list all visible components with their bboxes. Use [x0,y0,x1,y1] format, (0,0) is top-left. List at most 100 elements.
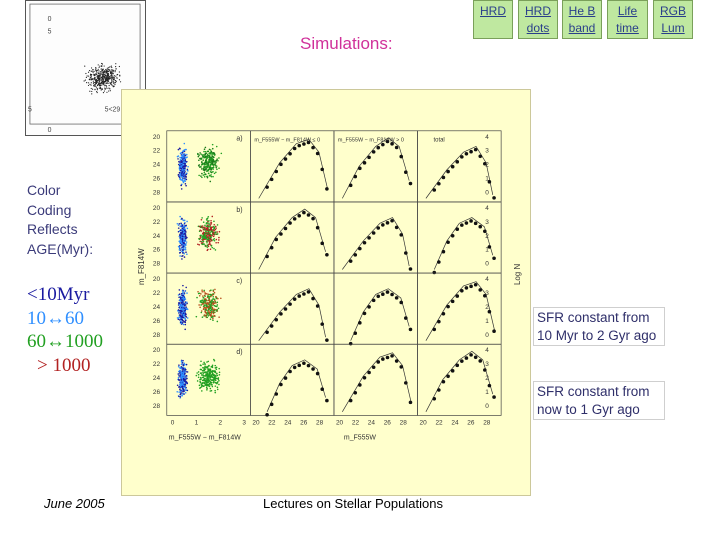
cmd-star-dot [178,289,181,291]
cmd-star-dot [201,291,204,293]
cmd-star-dot [206,244,209,246]
cmd-star-dot [204,162,206,164]
cmd-star-dot [197,376,200,379]
cmd-star-dot [209,377,211,379]
nav-he-b-band[interactable]: He B band [562,0,602,39]
cmd-star-dot [210,238,212,240]
cmd-star-dot [183,231,185,233]
cmd-star-dot [185,371,187,373]
right-axis-label: Log N [513,264,522,285]
thumb-star-dot [98,78,100,81]
page-title: Simulations: [300,34,393,53]
cmd-star-dot [178,176,181,179]
lf-data-point [441,312,446,316]
cmd-star-dot [218,373,221,376]
thumb-star-dot [103,76,105,78]
cmd-star-dot [200,310,203,312]
cmd-star-dot [204,300,206,302]
cmd-star-dot [203,382,206,384]
cmd-star-dot [200,376,202,379]
thumb-star-dot [93,85,95,87]
nav-life-time[interactable]: Life time [607,0,648,39]
cmd-star-dot [181,362,184,364]
cmd-star-dot [206,163,208,166]
cmd-star-dot [213,359,216,362]
cmd-star-dot [180,376,182,379]
thumb-star-dot [94,76,96,79]
right-y-tick-label: 0 [485,332,489,339]
cmd-star-dot [208,368,211,370]
thumb-star-dot [109,72,112,74]
cmd-star-dot [207,295,209,297]
lf-data-point [320,241,325,246]
thumb-star-dot [91,78,93,81]
cmd-star-dot [184,368,187,371]
cmd-star-dot [183,363,186,366]
thumb-star-dot [105,77,108,80]
lf-data-point [325,252,329,257]
cmd-star-dot [206,156,209,159]
figure-panel-frame [417,343,502,416]
cmd-star-dot [183,252,185,255]
lf-data-point [306,213,311,217]
cmd-star-dot [207,240,209,242]
cmd-star-dot [204,307,206,309]
cmd-star-dot [186,220,188,223]
lf-data-point [297,294,302,298]
thumb-star-dot [96,77,98,79]
lf-data-point [404,316,408,320]
lf-data-point [279,232,283,236]
thumb-star-dot [114,82,117,84]
nav-rgb-lum[interactable]: RGB Lum [653,0,693,39]
cmd-star-dot [197,373,200,376]
lf-data-point [487,383,492,388]
cmd-star-dot [200,368,203,371]
cmd-star-dot [201,236,204,238]
thumb-star-dot [100,73,102,75]
lf-data-point [408,400,413,405]
cmd-star-dot [203,175,206,178]
cmd-star-dot [181,379,184,382]
cmd-star-dot [179,172,182,175]
cmd-star-dot [216,305,218,308]
lf-data-point [385,221,390,225]
cmd-star-dot [211,143,214,146]
thumb-xtick: 5<29 [105,106,121,113]
right-y-tick-label: 4 [485,276,489,283]
cmd-star-dot [209,309,212,312]
thumb-star-dot [98,70,100,72]
thumb-star-dot [103,70,105,73]
cmd-star-dot [179,147,181,150]
thumb-star-dot [102,68,104,70]
cmd-star-dot [206,378,208,380]
cmd-star-dot [207,384,210,387]
thumb-star-dot [106,91,108,93]
cmd-star-dot [199,157,201,160]
cmd-star-dot [209,164,212,167]
nav-hrd-dots[interactable]: HRD dots [518,0,558,39]
cmd-star-dot [206,305,209,307]
lf-data-point [437,319,441,324]
cmd-star-dot [197,292,200,295]
thumb-star-dot [98,79,100,81]
lf-data-point [306,140,311,145]
cmd-star-dot [207,230,210,233]
cmd-star-dot [178,223,181,225]
lf-data-point [394,296,399,300]
footer-date: June 2005 [44,496,105,511]
cmd-star-dot [211,215,214,218]
right-y-tick-label: 2 [485,304,489,311]
cmd-star-dot [177,148,180,151]
cmd-star-dot [181,238,184,240]
cmd-star-dot [199,240,202,243]
cmd-star-dot [180,242,183,245]
cmd-star-dot [201,154,204,156]
lf-x-tick-label: 22 [435,419,443,426]
lf-data-point [269,402,274,407]
nav-hrd[interactable]: HRD [473,0,513,39]
cmd-star-dot [180,184,183,187]
cmd-star-dot [180,308,182,310]
cmd-star-dot [204,314,207,317]
thumb-star-dot [112,71,114,73]
thumb-star-dot [90,87,92,90]
